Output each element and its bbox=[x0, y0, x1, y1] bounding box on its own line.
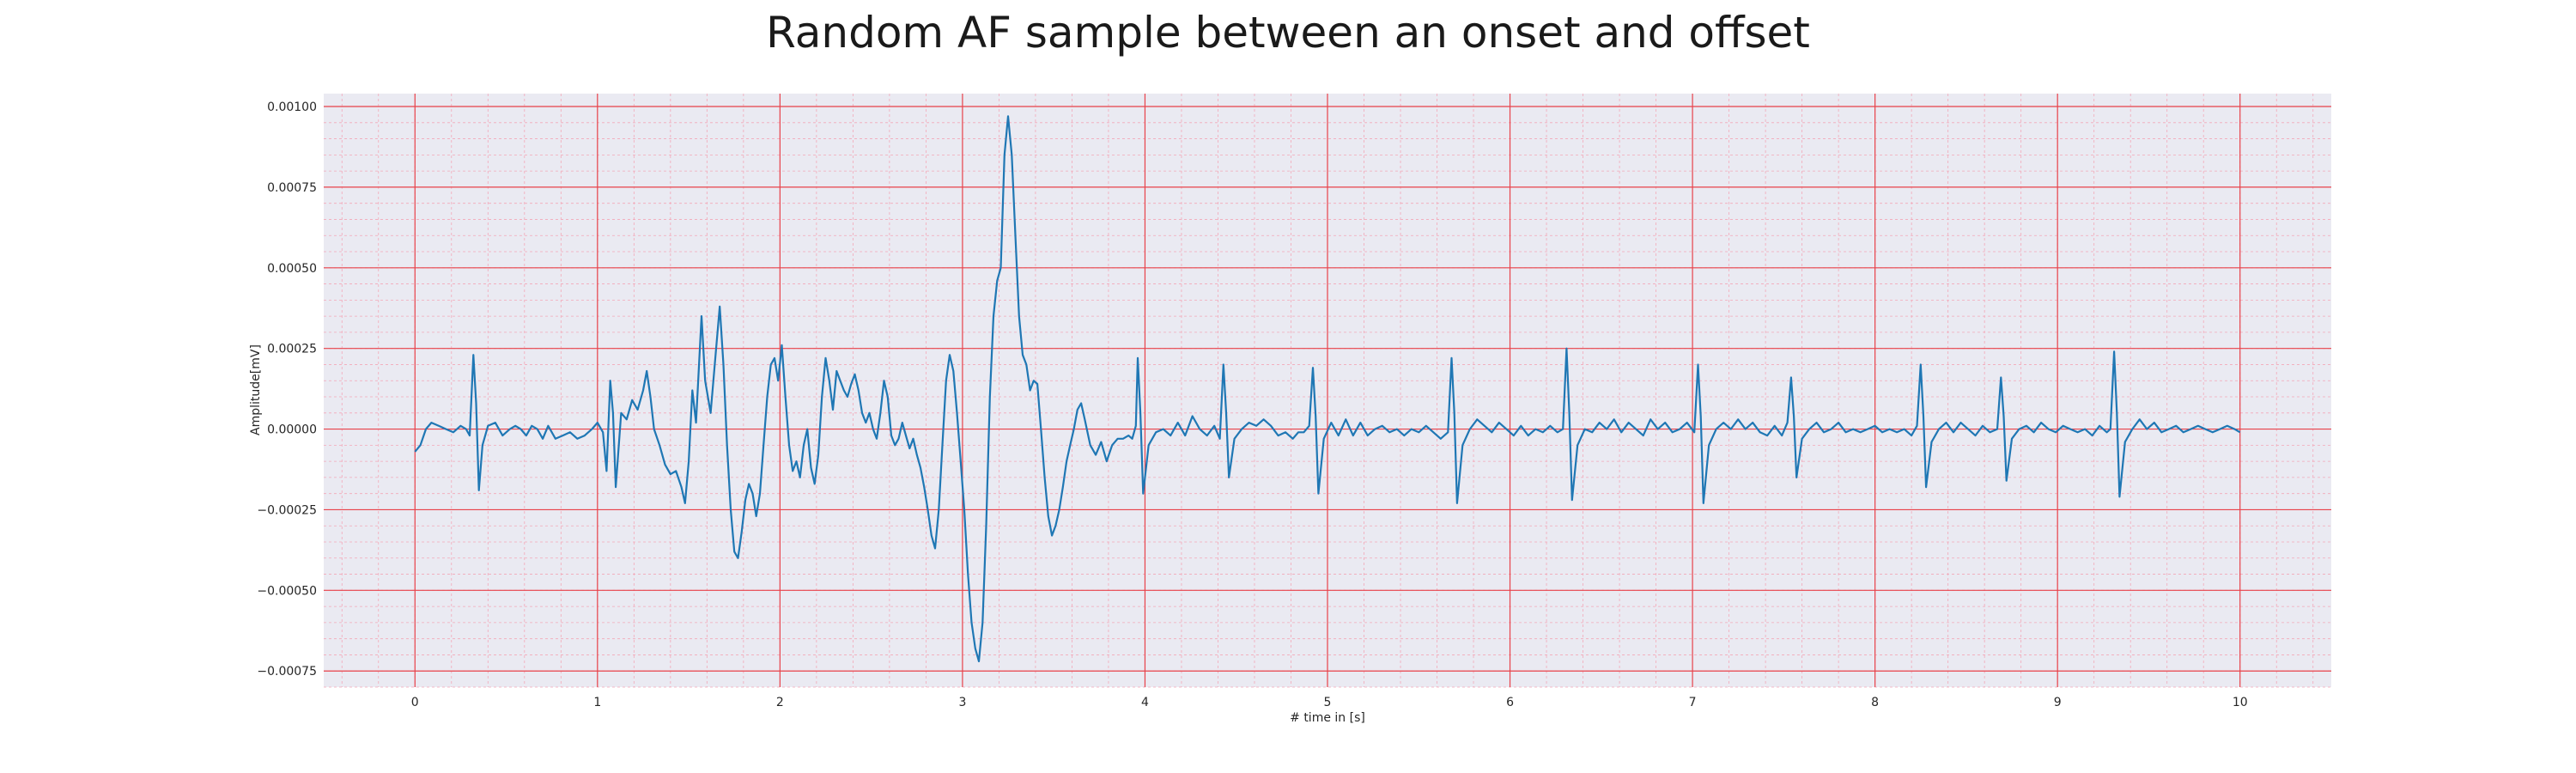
x-tick-label: 5 bbox=[1324, 696, 1332, 709]
x-tick-label: 1 bbox=[593, 696, 601, 709]
y-tick-label: 0.00100 bbox=[267, 100, 317, 114]
x-tick-label: 2 bbox=[776, 696, 784, 709]
x-tick-label: 3 bbox=[958, 696, 966, 709]
y-tick-label: 0.00075 bbox=[267, 181, 317, 195]
series-line bbox=[414, 115, 2241, 663]
x-tick-label: 7 bbox=[1689, 696, 1697, 709]
y-tick-label: 0.00025 bbox=[267, 343, 317, 356]
chart-title: Random AF sample between an onset and of… bbox=[766, 8, 1810, 58]
y-tick-label: 0.00050 bbox=[267, 262, 317, 276]
y-tick-label: −0.00050 bbox=[257, 584, 317, 598]
x-tick-label: 10 bbox=[2233, 696, 2248, 709]
x-tick-label: 0 bbox=[411, 696, 419, 709]
x-axis: 0 1 2 3 4 5 6 7 8 9 10 bbox=[411, 696, 2248, 709]
y-axis: −0.00075 −0.00050 −0.00025 0.00000 0.00025 0.… bbox=[257, 100, 317, 679]
y-tick-label: −0.00025 bbox=[257, 503, 317, 517]
x-tick-label: 8 bbox=[1871, 696, 1879, 709]
x-axis-label: # time in [s] bbox=[1290, 711, 1365, 725]
y-tick-label: −0.00075 bbox=[257, 665, 317, 679]
x-tick-label: 9 bbox=[2054, 696, 2062, 709]
x-tick-label: 6 bbox=[1506, 696, 1514, 709]
y-axis-label: Amplitude[mV] bbox=[249, 344, 263, 435]
y-tick-label: 0.00000 bbox=[267, 423, 317, 437]
x-tick-label: 4 bbox=[1141, 696, 1149, 709]
